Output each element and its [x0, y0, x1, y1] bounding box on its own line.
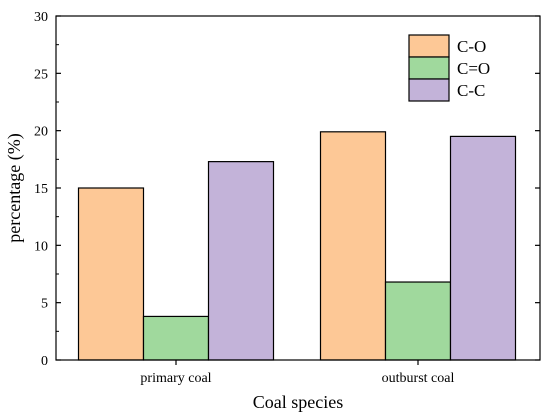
y-tick-label: 25	[34, 67, 48, 82]
bar-c-o-outburst-coal	[319, 131, 387, 361]
y-axis-title: percentage (%)	[4, 133, 25, 242]
y-tick-label: 30	[34, 10, 48, 25]
legend: C-O C=O C-C	[408, 34, 490, 102]
bars-group	[77, 131, 517, 361]
x-axis-title: Coal species	[253, 392, 343, 412]
legend-label: C-C	[457, 81, 485, 100]
y-tick-label: 15	[34, 182, 48, 197]
bar-c-o-outburst-coal	[384, 281, 452, 361]
y-tick-label: 20	[34, 125, 48, 140]
bar-c-c-primary-coal	[207, 161, 275, 361]
y-axis: 0 5 10 15 20 25 30	[34, 10, 540, 369]
bar-c-o-primary-coal	[142, 315, 210, 361]
x-axis: primary coal outburst coal	[140, 360, 454, 386]
y-tick-label: 5	[41, 297, 48, 312]
bar-c-c-outburst-coal	[449, 135, 517, 361]
legend-swatch-c-c	[408, 78, 450, 102]
x-tick-label: outburst coal	[382, 371, 455, 386]
legend-label: C=O	[457, 59, 490, 78]
y-tick-label: 10	[34, 239, 48, 254]
legend-label: C-O	[457, 37, 486, 56]
bar-c-o-primary-coal	[77, 187, 145, 361]
legend-swatch-c-o	[408, 34, 450, 58]
legend-swatch-c-o	[408, 56, 450, 80]
y-tick-label: 0	[41, 354, 48, 369]
x-tick-label: primary coal	[140, 371, 211, 386]
